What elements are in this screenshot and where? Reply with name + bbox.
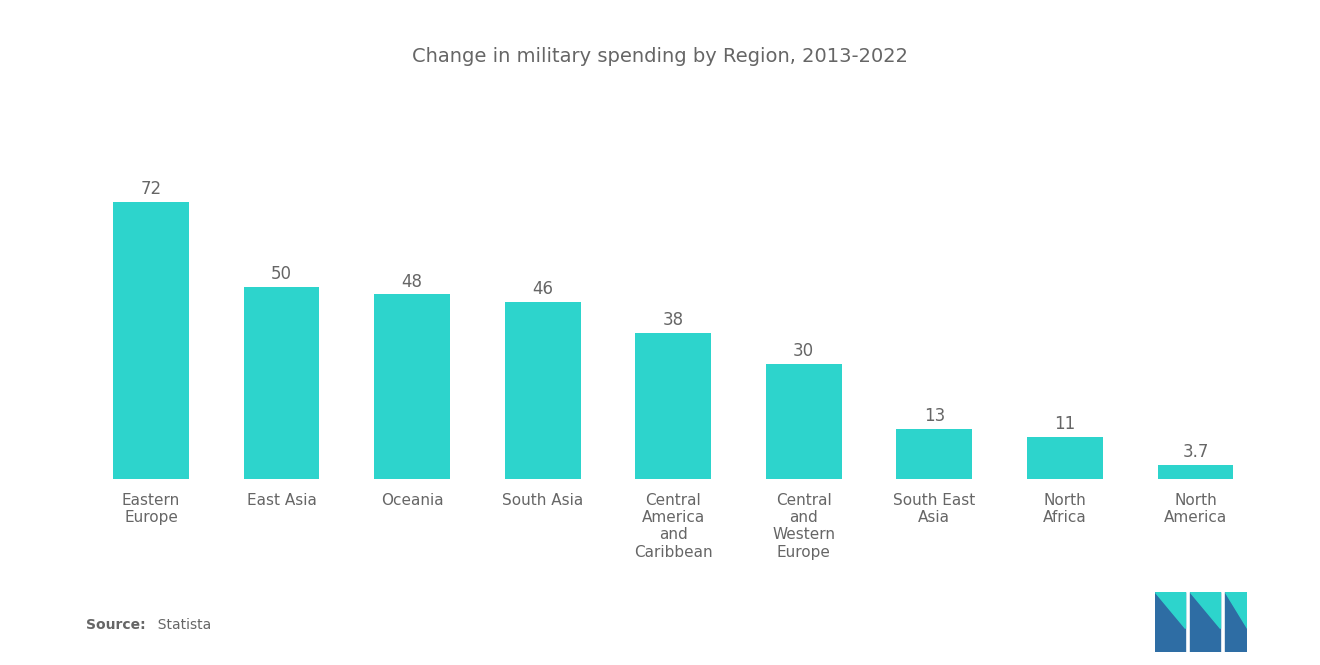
Polygon shape xyxy=(1225,592,1247,652)
Bar xyxy=(1158,465,1233,479)
Polygon shape xyxy=(1191,592,1220,652)
Text: 13: 13 xyxy=(924,407,945,425)
Text: Source:: Source: xyxy=(86,618,145,632)
Text: 46: 46 xyxy=(532,280,553,298)
Bar xyxy=(244,287,319,479)
Text: 11: 11 xyxy=(1055,415,1076,433)
Text: 3.7: 3.7 xyxy=(1183,443,1209,461)
Text: Statista: Statista xyxy=(149,618,211,632)
Text: Change in military spending by Region, 2013-2022: Change in military spending by Region, 2… xyxy=(412,47,908,66)
Bar xyxy=(504,302,581,479)
Bar xyxy=(375,295,450,479)
Text: 50: 50 xyxy=(271,265,292,283)
Text: 72: 72 xyxy=(140,180,161,198)
Text: 30: 30 xyxy=(793,342,814,360)
Polygon shape xyxy=(1225,592,1247,628)
Bar xyxy=(1027,436,1102,479)
Text: 48: 48 xyxy=(401,273,422,291)
Bar xyxy=(766,364,842,479)
Polygon shape xyxy=(1155,592,1184,652)
Bar xyxy=(635,332,711,479)
Polygon shape xyxy=(1191,592,1220,628)
Text: 38: 38 xyxy=(663,311,684,329)
Polygon shape xyxy=(1155,592,1184,628)
Bar xyxy=(114,202,189,479)
Bar xyxy=(896,429,972,479)
